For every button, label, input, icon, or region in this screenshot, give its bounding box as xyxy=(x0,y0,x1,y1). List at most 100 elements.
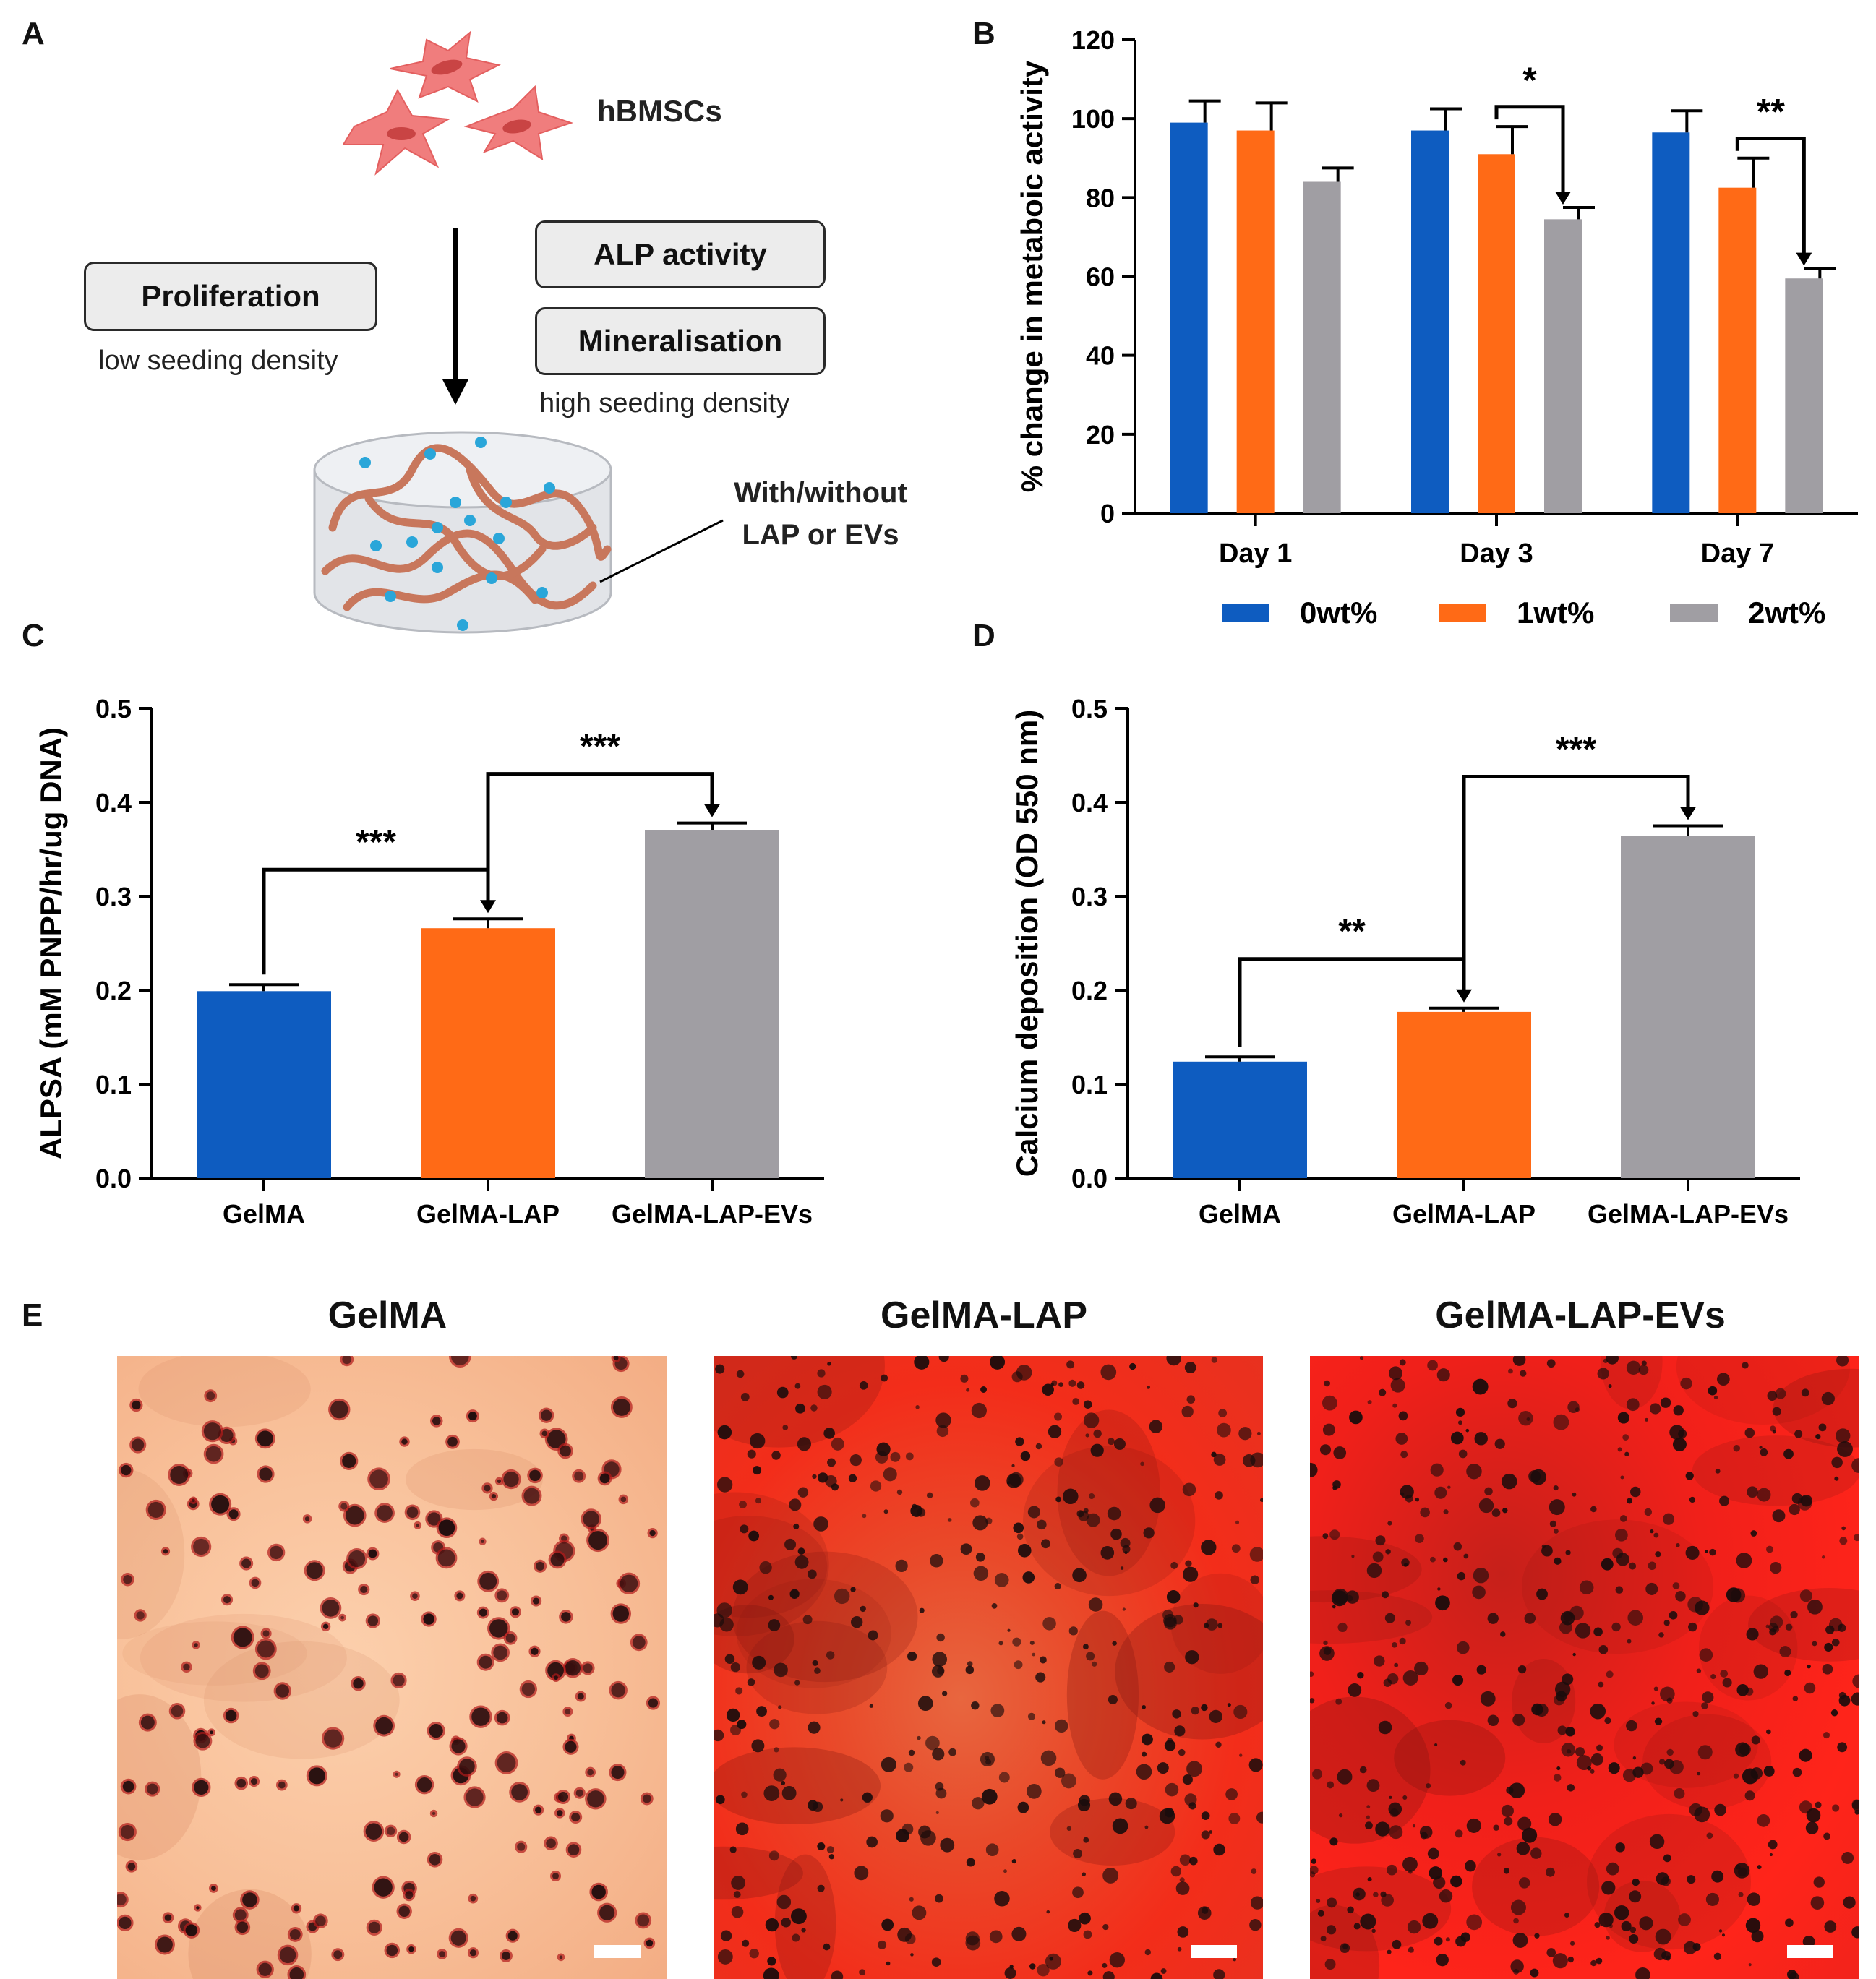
mineral-nodule xyxy=(587,1769,594,1776)
mineral-nodule xyxy=(1186,1761,1202,1777)
mineral-nodule xyxy=(1166,1356,1181,1366)
cells-label: hBMSCs xyxy=(597,94,722,128)
mineral-nodule xyxy=(532,1597,540,1605)
mineral-nodule xyxy=(1366,1815,1370,1819)
mineral-nodule xyxy=(1217,1623,1223,1628)
mineral-nodule xyxy=(1201,1830,1210,1840)
bar-2wt%-Day 3 xyxy=(1544,219,1582,513)
mineral-nodule xyxy=(733,1891,741,1899)
mineral-nodule xyxy=(1027,1506,1040,1519)
mineral-nodule xyxy=(432,1811,436,1816)
mineral-nodule xyxy=(1088,1493,1095,1500)
mineral-nodule xyxy=(1615,1842,1625,1853)
mineral-nodule xyxy=(1419,1826,1433,1839)
bar-GelMA-LAP-EVs xyxy=(1621,836,1755,1178)
mineral-nodule xyxy=(985,1517,993,1524)
mineral-nodule xyxy=(917,1696,933,1711)
mineral-nodule xyxy=(1629,1562,1637,1570)
mineral-nodule xyxy=(1427,1360,1438,1371)
mineral-nodule xyxy=(1177,1926,1189,1938)
y-tick-label: 0.5 xyxy=(1071,694,1108,724)
mineral-nodule xyxy=(322,1599,340,1617)
mineral-nodule xyxy=(1517,1816,1532,1831)
mineral-nodule xyxy=(825,1474,837,1488)
mineral-nodule xyxy=(854,1866,869,1881)
mineral-nodule xyxy=(1722,1678,1732,1688)
mineral-nodule xyxy=(1204,1623,1209,1628)
mineral-nodule xyxy=(930,1554,943,1568)
mineral-nodule xyxy=(565,1740,577,1753)
mineral-nodule xyxy=(753,1466,762,1475)
mineral-nodule xyxy=(1763,1766,1775,1777)
mineral-nodule xyxy=(735,1822,749,1836)
mineral-nodule xyxy=(479,1608,487,1617)
mineral-nodule xyxy=(739,1501,747,1508)
mineral-nodule xyxy=(1767,1391,1778,1401)
mineral-nodule xyxy=(767,1957,776,1966)
mineral-nodule xyxy=(1218,1409,1228,1417)
mineral-nodule xyxy=(1166,1589,1181,1604)
y-axis-label: Calcium deposition (OD 550 nm) xyxy=(1010,710,1044,1177)
mineral-nodule xyxy=(250,1777,258,1785)
mineral-nodule xyxy=(1455,1829,1463,1838)
mineral-nodule xyxy=(1822,1664,1833,1675)
mineral-nodule xyxy=(1113,1438,1126,1450)
mineral-nodule xyxy=(1360,1913,1376,1930)
mineral-nodule xyxy=(990,1356,1006,1370)
mineral-nodule xyxy=(748,1530,760,1542)
mineral-nodule xyxy=(751,1739,765,1753)
stain-patch xyxy=(203,1641,400,1759)
mineral-nodule xyxy=(408,1946,414,1952)
mineral-nodule xyxy=(489,1619,508,1638)
mineral-nodule xyxy=(591,1884,606,1899)
mineral-nodule xyxy=(1209,1830,1213,1834)
significance-bracket xyxy=(1735,136,1806,262)
mineral-nodule xyxy=(1414,1661,1429,1676)
mineral-nodule xyxy=(1407,1920,1421,1934)
mineral-nodule xyxy=(790,1356,797,1360)
mineral-nodule xyxy=(1035,1672,1046,1683)
mineral-nodule xyxy=(965,1665,975,1675)
mineral-nodule xyxy=(1699,1648,1713,1662)
mineral-nodule xyxy=(1687,1875,1696,1884)
y-tick-label: 60 xyxy=(1086,262,1115,292)
mineral-nodule xyxy=(377,1505,393,1521)
stain-patch xyxy=(1310,1866,1452,1952)
significance-label: ** xyxy=(1757,91,1785,132)
stain-patch xyxy=(117,1469,185,1639)
mineral-nodule xyxy=(1836,1356,1849,1367)
mineral-nodule xyxy=(1854,1809,1859,1815)
mineral-nodule xyxy=(1457,1641,1470,1654)
mineral-nodule xyxy=(583,1511,599,1527)
y-axis-label: % change in metaboic activity xyxy=(1015,60,1049,492)
mineral-nodule xyxy=(972,1797,985,1810)
mineral-nodule xyxy=(1824,1642,1833,1652)
mineral-nodule xyxy=(225,1709,237,1722)
y-tick-label: 0.2 xyxy=(1071,976,1108,1005)
mineral-nodule xyxy=(233,1628,252,1647)
mineral-nodule xyxy=(1453,1542,1462,1551)
mineral-nodule xyxy=(1167,1738,1173,1744)
mineral-nodule xyxy=(1017,1801,1029,1813)
mineral-nodule xyxy=(1601,1881,1616,1895)
mineral-nodule xyxy=(1674,1787,1685,1799)
mineral-nodule xyxy=(140,1715,155,1730)
mineral-nodule xyxy=(375,1717,393,1735)
mineral-nodule xyxy=(1092,1661,1097,1667)
mineral-nodule xyxy=(974,1475,990,1491)
mineral-nodule xyxy=(1256,1811,1263,1824)
mineral-nodule xyxy=(1517,1665,1527,1674)
mineral-nodule xyxy=(1004,1967,1016,1979)
mineral-nodule xyxy=(862,1792,873,1803)
mineral-nodule xyxy=(797,1547,805,1555)
mineral-nodule xyxy=(1439,1889,1453,1903)
mineral-nodule xyxy=(211,1495,230,1514)
mineral-nodule xyxy=(1685,1472,1694,1480)
mineral-nodule xyxy=(1632,1756,1637,1760)
mineral-nodule xyxy=(1608,1384,1612,1388)
mineral-nodule xyxy=(1120,1566,1124,1570)
mineral-nodule xyxy=(1785,1623,1793,1631)
mineral-nodule xyxy=(393,1674,405,1687)
mineral-nodule xyxy=(1831,1456,1843,1469)
mineral-nodule xyxy=(1534,1933,1540,1939)
